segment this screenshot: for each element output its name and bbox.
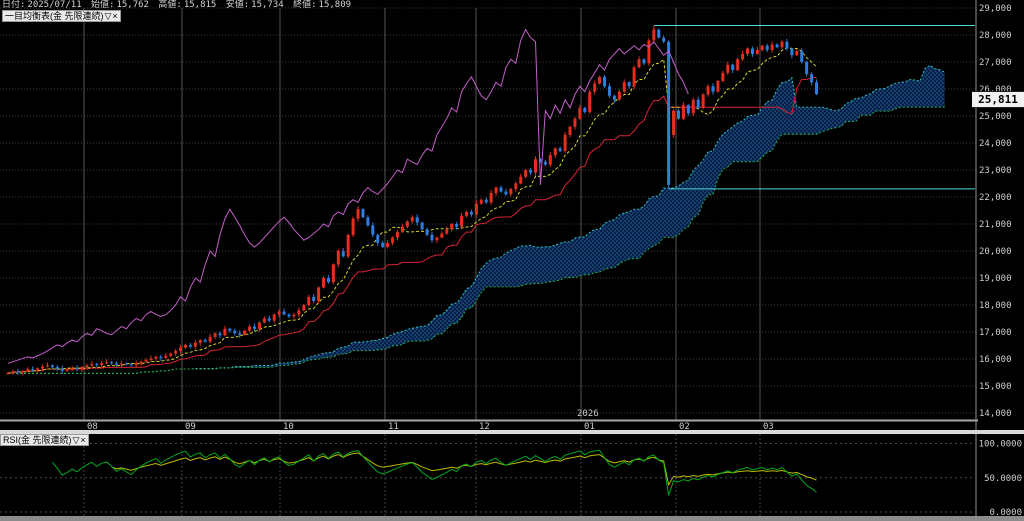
- rsi-gridlines: [0, 434, 976, 516]
- svg-text:16,000: 16,000: [979, 355, 1012, 365]
- svg-text:09: 09: [185, 422, 196, 432]
- open-readout: 始値: 15,762: [91, 0, 149, 10]
- ohlc-readout: 日付: 2025/07/11 始値: 15,762 高値: 15,815 安値: 15,…: [2, 0, 355, 10]
- rsi-axis-labels: 100.0000 50.0000 0.0000: [979, 440, 1022, 519]
- rsi-lines: [51, 449, 817, 496]
- last-price-badge: 25,811: [972, 91, 1024, 108]
- svg-text:21,000: 21,000: [979, 220, 1012, 230]
- ichimoku-indicator-chip: 一目均衡表(金 先限連続)▽×: [2, 10, 121, 22]
- price-gridlines: [0, 7, 976, 414]
- high-readout: 高値: 15,815: [158, 0, 217, 10]
- svg-text:26,000: 26,000: [979, 85, 1012, 95]
- ichimoku-chip-title: 一目均衡表(金 先限連続): [5, 11, 104, 21]
- rsi-chip-title: RSI(金 先限連続): [3, 435, 72, 445]
- svg-text:2026: 2026: [577, 409, 599, 419]
- svg-text:03: 03: [763, 422, 774, 432]
- x-axis: 08 09 10 11 12 01 02 03 2026: [0, 409, 978, 432]
- svg-text:01: 01: [584, 422, 595, 432]
- svg-text:22,000: 22,000: [979, 193, 1012, 203]
- svg-text:11: 11: [388, 422, 399, 432]
- rsi-close-icon[interactable]: ×: [80, 435, 86, 445]
- svg-text:18,000: 18,000: [979, 301, 1012, 311]
- close-readout: 終値: 15,809: [293, 0, 352, 10]
- session-high-low-reference-lines: [653, 25, 975, 190]
- svg-text:100.0000: 100.0000: [979, 440, 1022, 450]
- svg-text:02: 02: [679, 422, 690, 432]
- svg-text:27,000: 27,000: [979, 58, 1012, 68]
- svg-text:0.0000: 0.0000: [989, 508, 1022, 518]
- svg-text:25,000: 25,000: [979, 112, 1012, 122]
- bottom-scroll-strip[interactable]: [0, 516, 1024, 521]
- y-axis-price-labels: 29,000 28,000 27,000 26,000 25,000 24,000 23,0…: [975, 0, 1012, 521]
- svg-text:14,000: 14,000: [979, 409, 1012, 419]
- date-label: 日付: 2025/07/11: [2, 0, 82, 10]
- svg-text:20,000: 20,000: [979, 247, 1012, 257]
- rsi-settings-dropdown-icon[interactable]: ▽: [72, 435, 80, 445]
- svg-text:15,000: 15,000: [979, 382, 1012, 392]
- ichimoku-cloud: [8, 64, 945, 374]
- svg-text:28,000: 28,000: [979, 31, 1012, 41]
- ichimoku-close-icon[interactable]: ×: [112, 11, 118, 21]
- ichimoku-conversion-line: [7, 47, 817, 374]
- low-readout: 安値: 15,734: [225, 0, 284, 10]
- ichimoku-settings-dropdown-icon[interactable]: ▽: [104, 11, 112, 21]
- svg-text:50.0000: 50.0000: [984, 474, 1022, 484]
- svg-text:10: 10: [283, 422, 294, 432]
- rsi-indicator-chip: RSI(金 先限連続)▽×: [0, 434, 89, 446]
- candlestick-series: [6, 25, 819, 376]
- svg-text:12: 12: [479, 422, 490, 432]
- svg-text:08: 08: [87, 422, 98, 432]
- month-gridlines: [83, 8, 761, 421]
- svg-text:23,000: 23,000: [979, 166, 1012, 176]
- svg-text:24,000: 24,000: [979, 139, 1012, 149]
- svg-text:19,000: 19,000: [979, 274, 1012, 284]
- ichimoku-lagging-line: [7, 28, 689, 364]
- panel-separator[interactable]: [0, 430, 1024, 434]
- svg-text:29,000: 29,000: [979, 4, 1012, 14]
- svg-text:17,000: 17,000: [979, 328, 1012, 338]
